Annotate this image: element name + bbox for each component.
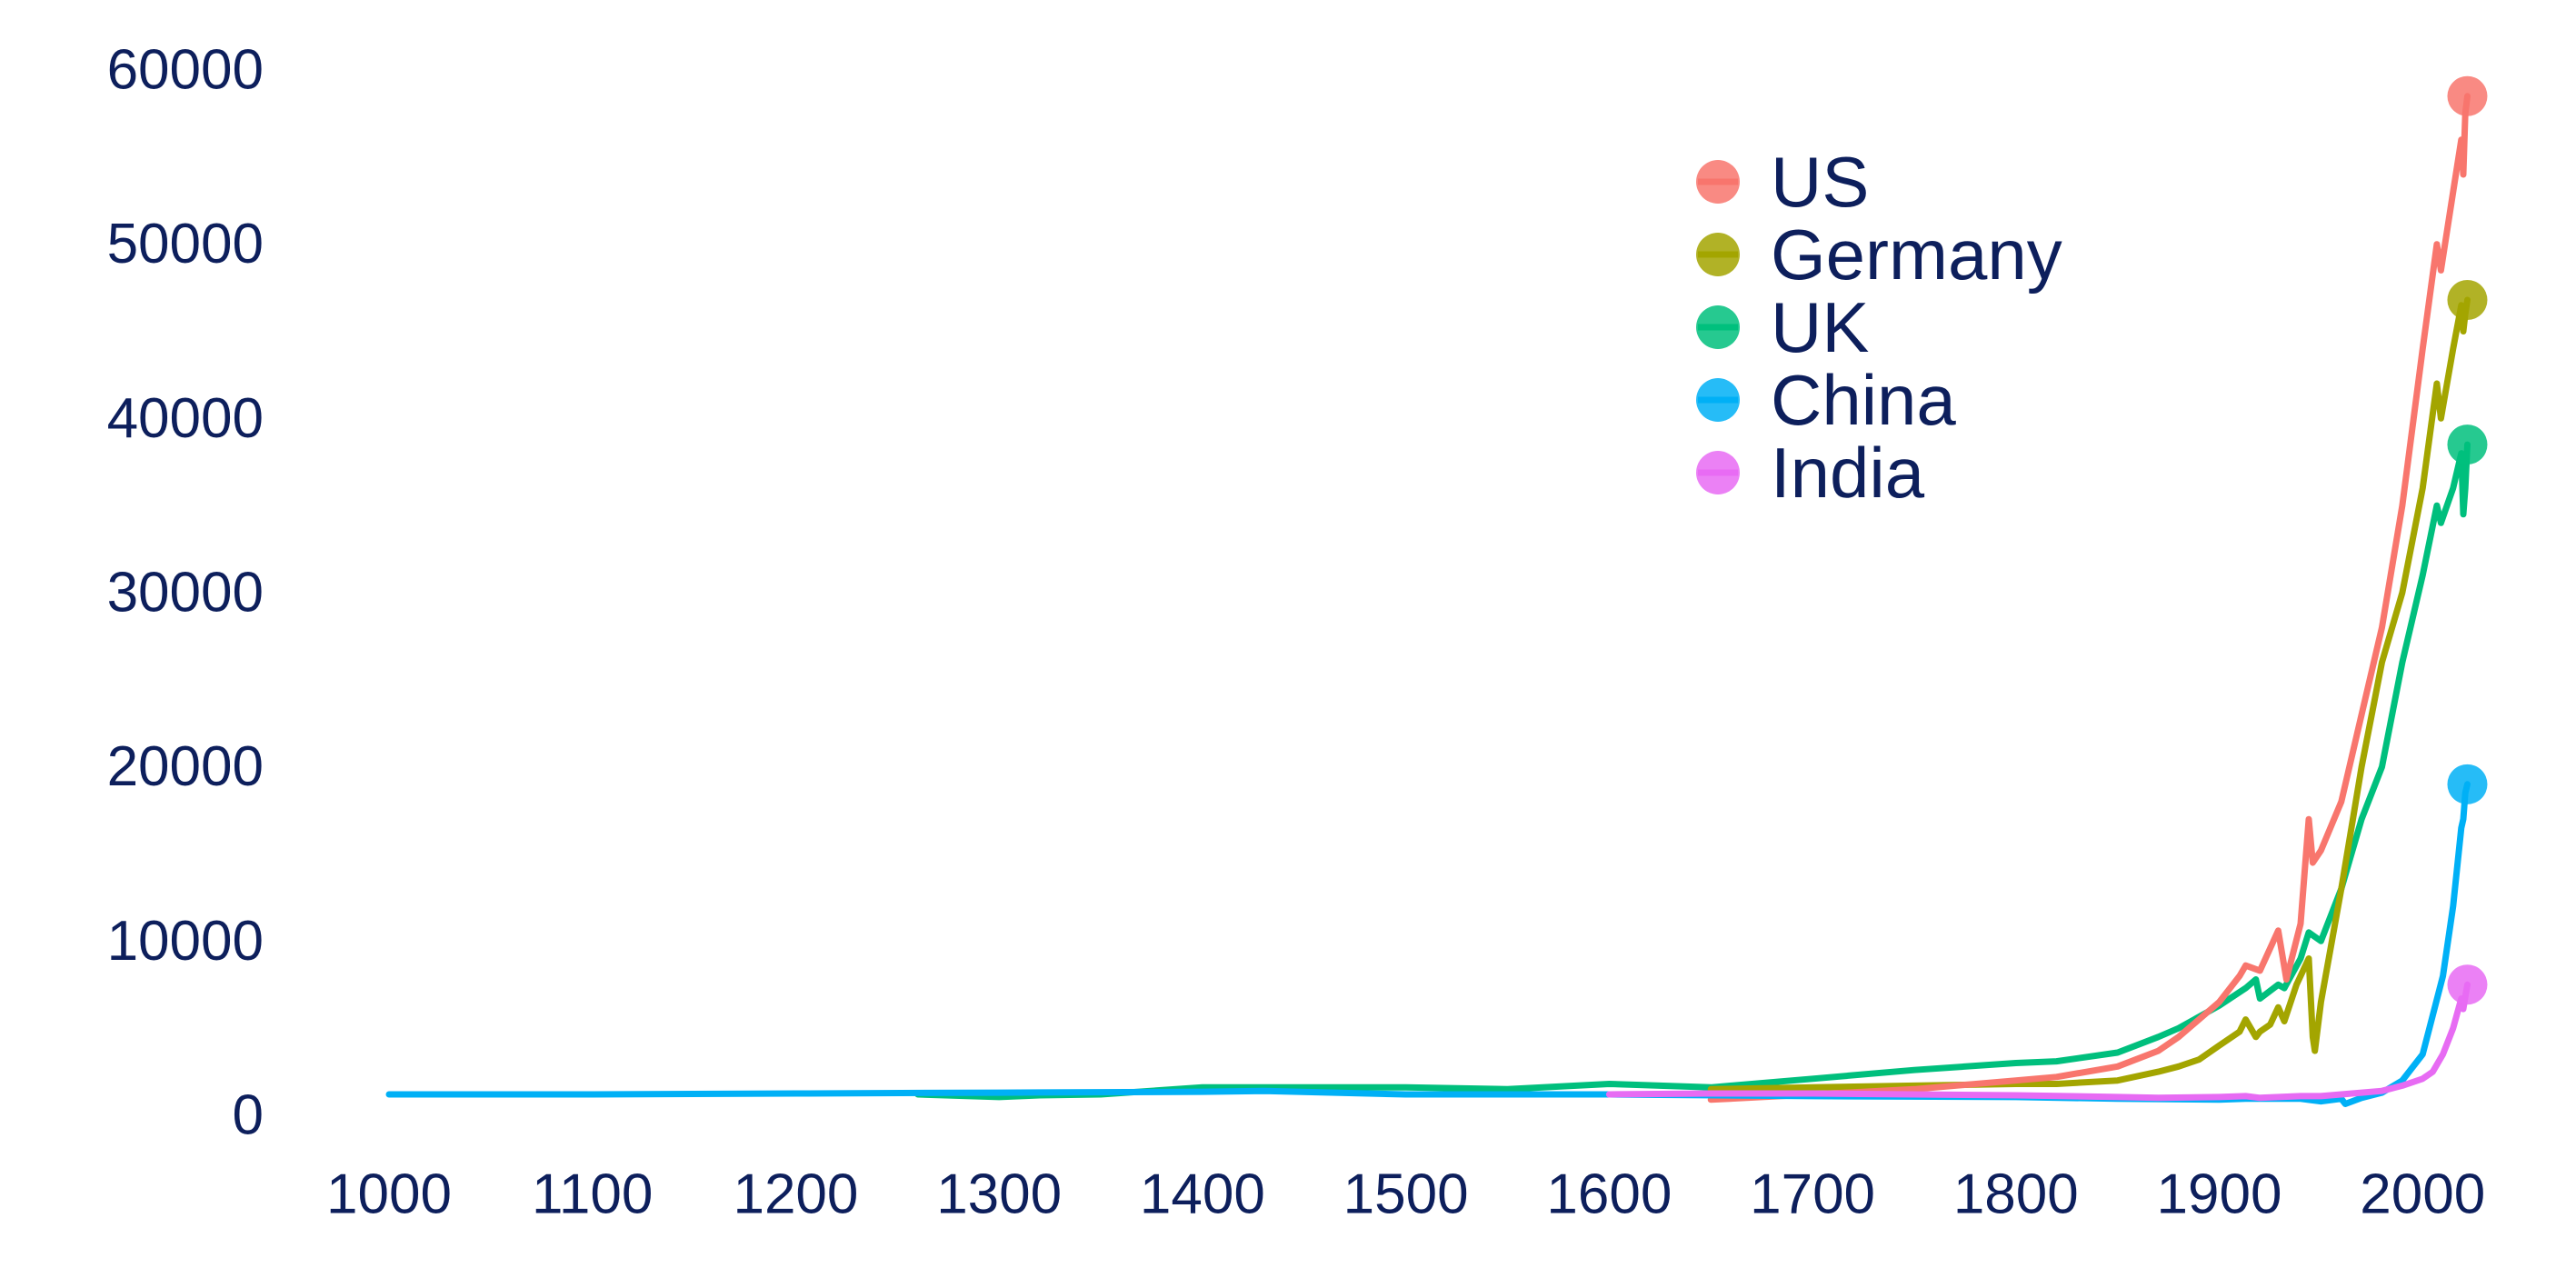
legend-swatch-dot — [1696, 451, 1740, 494]
end-marker-china — [2447, 764, 2488, 804]
x-tick-label: 1800 — [1953, 1163, 2079, 1226]
legend-swatch-dot — [1696, 305, 1740, 349]
end-marker-us — [2447, 75, 2488, 116]
legend-label: China — [1771, 360, 1956, 440]
series-line-china — [385, 781, 2471, 1107]
legend-label: India — [1771, 433, 1925, 513]
legend-item-india: India — [1696, 433, 1925, 513]
end-marker-uk — [2447, 424, 2488, 465]
x-tick-label: 1500 — [1343, 1163, 1469, 1226]
y-tick-label: 60000 — [107, 39, 264, 102]
legend-swatch-dot — [1696, 160, 1740, 204]
legend-item-uk: UK — [1696, 287, 1869, 367]
legend-swatch-dot — [1696, 233, 1740, 276]
y-axis-ticks: 0 10000 20000 30000 40000 50000 60000 — [107, 39, 264, 1147]
legend-item-us: US — [1696, 142, 1869, 222]
legend-label: Germany — [1771, 215, 2062, 295]
y-tick-label: 40000 — [107, 387, 264, 450]
legend-item-germany: Germany — [1696, 215, 2062, 295]
y-tick-label: 20000 — [107, 735, 264, 798]
series-end-markers — [2447, 75, 2488, 1005]
series-line-uk — [914, 441, 2471, 1101]
x-tick-label: 2000 — [2360, 1163, 2485, 1226]
series-line-india — [1605, 981, 2471, 1102]
x-tick-label: 1000 — [326, 1163, 452, 1226]
y-tick-label: 0 — [233, 1084, 264, 1147]
legend-item-china: China — [1696, 360, 1956, 440]
y-tick-label: 10000 — [107, 910, 264, 973]
y-tick-label: 30000 — [107, 562, 264, 624]
end-marker-germany — [2447, 280, 2488, 320]
series-line-germany — [1707, 296, 2471, 1093]
x-tick-label: 1700 — [1750, 1163, 1875, 1226]
legend-swatch-dot — [1696, 378, 1740, 422]
series-lines — [385, 93, 2471, 1107]
series-line-us — [1707, 93, 2471, 1103]
x-tick-label: 1400 — [1140, 1163, 1265, 1226]
x-tick-label: 1900 — [2157, 1163, 2282, 1226]
legend-label: US — [1771, 142, 1869, 222]
x-axis-ticks: 1000 1100 1200 1300 1400 1500 1600 1700 1800 1900… — [326, 1163, 2485, 1226]
x-tick-label: 1300 — [936, 1163, 1062, 1226]
x-tick-label: 1600 — [1546, 1163, 1672, 1226]
end-marker-india — [2447, 964, 2488, 1005]
x-tick-label: 1100 — [532, 1163, 653, 1226]
legend-label: UK — [1771, 287, 1869, 367]
y-tick-label: 50000 — [107, 213, 264, 275]
x-tick-label: 1200 — [733, 1163, 858, 1226]
